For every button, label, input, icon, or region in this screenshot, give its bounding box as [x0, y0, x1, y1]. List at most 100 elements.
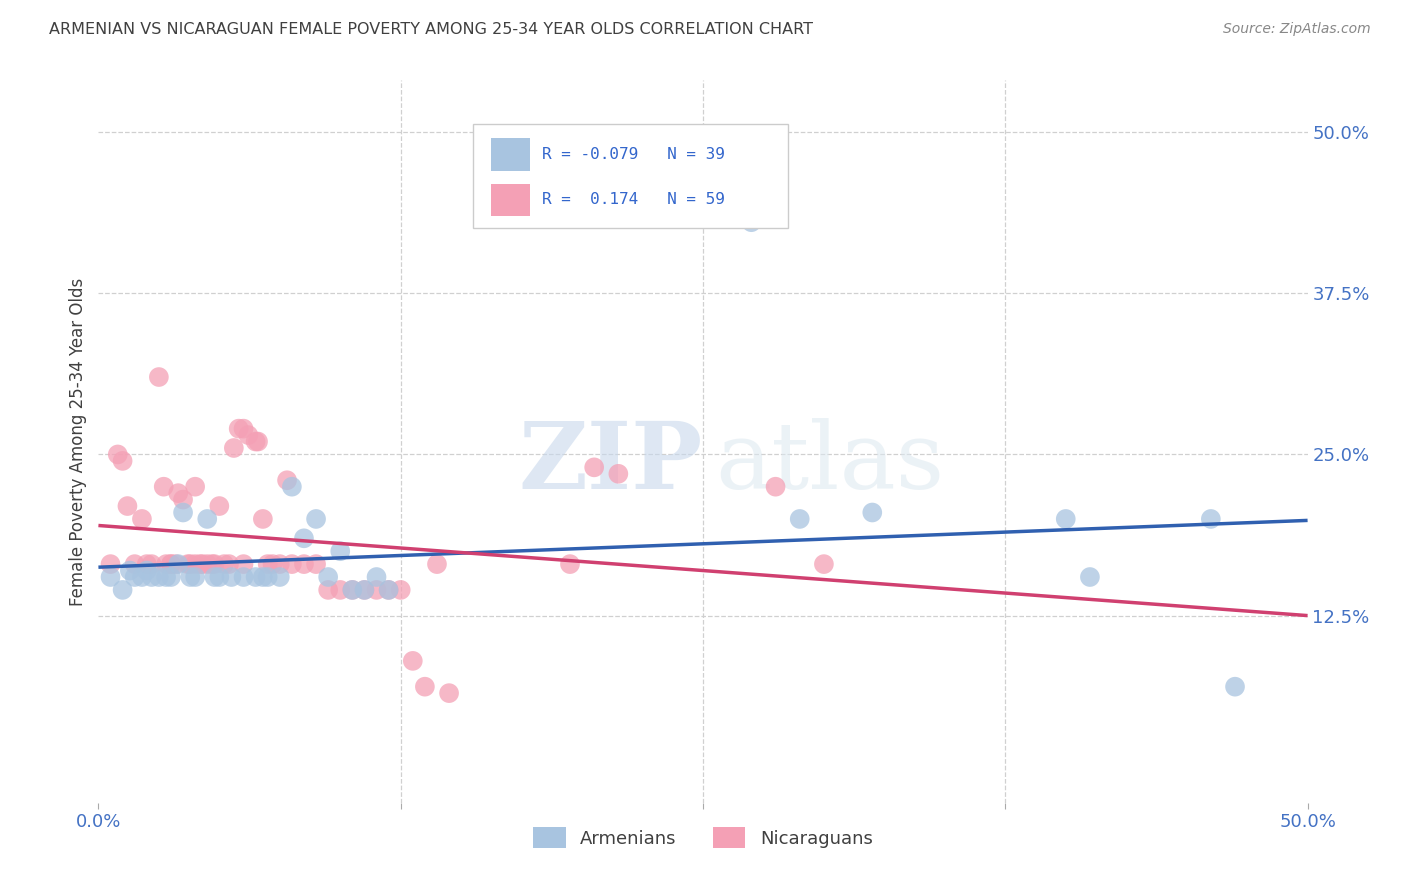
Point [329, 544, 352, 558]
Point [426, 557, 449, 571]
Point [238, 428, 260, 442]
Point [316, 582, 339, 597]
Point [141, 570, 163, 584]
Point [160, 557, 183, 571]
Point [281, 480, 304, 494]
FancyBboxPatch shape [474, 124, 787, 228]
Point [212, 557, 235, 571]
Point [276, 473, 298, 487]
Text: ARMENIAN VS NICARAGUAN FEMALE POVERTY AMONG 25-34 YEAR OLDS CORRELATION CHART: ARMENIAN VS NICARAGUAN FEMALE POVERTY AM… [49, 22, 813, 37]
Point [232, 422, 254, 436]
Point [117, 499, 139, 513]
Point [377, 582, 399, 597]
Point [245, 570, 267, 584]
Point [118, 564, 141, 578]
Point [195, 512, 218, 526]
Point [437, 686, 460, 700]
Point [172, 492, 194, 507]
Point [165, 557, 187, 571]
Point [204, 557, 226, 571]
Point [292, 531, 315, 545]
Point [342, 582, 364, 597]
Point [177, 557, 200, 571]
Point [228, 422, 250, 436]
Point [1223, 680, 1246, 694]
Y-axis label: Female Poverty Among 25-34 Year Olds: Female Poverty Among 25-34 Year Olds [69, 277, 87, 606]
Point [100, 570, 122, 584]
Text: R =  0.174   N = 59: R = 0.174 N = 59 [543, 193, 725, 207]
Point [222, 441, 245, 455]
Point [329, 582, 352, 597]
Text: R = -0.079   N = 39: R = -0.079 N = 39 [543, 147, 725, 161]
Point [111, 582, 134, 597]
Point [353, 582, 375, 597]
Point [184, 570, 207, 584]
Point [148, 370, 170, 384]
Point [167, 557, 190, 571]
Point [860, 506, 883, 520]
Point [353, 582, 375, 597]
Point [172, 506, 194, 520]
Point [316, 570, 339, 584]
Point [131, 512, 153, 526]
Point [201, 557, 224, 571]
Point [366, 582, 388, 597]
Point [184, 557, 207, 571]
Point [218, 557, 240, 571]
Point [148, 570, 170, 584]
Point [305, 557, 328, 571]
Point [155, 570, 177, 584]
Point [765, 480, 787, 494]
Point [377, 582, 399, 597]
Point [583, 460, 606, 475]
Point [245, 434, 267, 449]
Point [305, 512, 328, 526]
Point [167, 486, 190, 500]
FancyBboxPatch shape [492, 184, 530, 216]
Point [179, 570, 201, 584]
Point [558, 557, 581, 571]
Text: atlas: atlas [716, 418, 945, 508]
Point [111, 454, 134, 468]
Point [269, 570, 291, 584]
Point [813, 557, 835, 571]
Point [204, 570, 226, 584]
Point [107, 447, 129, 461]
Text: Source: ZipAtlas.com: Source: ZipAtlas.com [1223, 22, 1371, 37]
FancyBboxPatch shape [492, 138, 530, 170]
Point [413, 680, 436, 694]
Point [131, 570, 153, 584]
Point [247, 434, 270, 449]
Point [135, 564, 157, 578]
Point [184, 480, 207, 494]
Point [155, 557, 177, 571]
Point [195, 557, 218, 571]
Point [256, 557, 278, 571]
Point [232, 570, 254, 584]
Point [389, 582, 412, 597]
Point [152, 480, 174, 494]
Point [124, 570, 146, 584]
Point [607, 467, 630, 481]
Point [789, 512, 811, 526]
Text: ZIP: ZIP [519, 418, 703, 508]
Point [269, 557, 291, 571]
Point [135, 557, 157, 571]
Point [191, 557, 214, 571]
Point [281, 557, 304, 571]
Point [1078, 570, 1101, 584]
Legend: Armenians, Nicaraguans: Armenians, Nicaraguans [526, 820, 880, 855]
Point [1199, 512, 1222, 526]
Point [100, 557, 122, 571]
Point [366, 570, 388, 584]
Point [208, 570, 231, 584]
Point [179, 557, 201, 571]
Point [342, 582, 364, 597]
Point [252, 570, 274, 584]
Point [402, 654, 425, 668]
Point [262, 557, 284, 571]
Point [740, 215, 762, 229]
Point [188, 557, 211, 571]
Point [141, 557, 163, 571]
Point [232, 557, 254, 571]
